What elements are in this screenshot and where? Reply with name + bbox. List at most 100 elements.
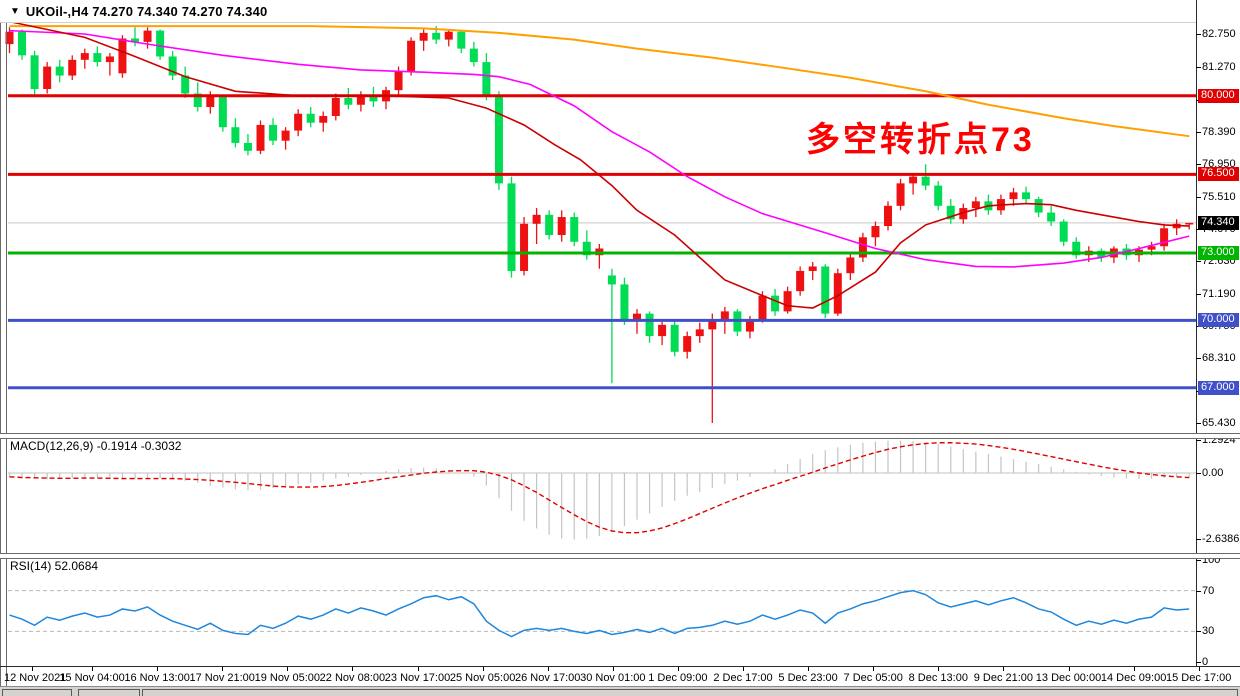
time-axis-tick	[808, 667, 810, 671]
rsi-panel-layer	[8, 589, 1196, 638]
rsi-axis-tick	[1196, 590, 1201, 592]
price-axis-line	[1196, 0, 1197, 667]
candle-body	[218, 96, 227, 128]
candle-body	[846, 257, 855, 274]
candle-body	[658, 324, 667, 337]
time-axis-tick	[417, 667, 419, 671]
time-axis-tick	[873, 667, 875, 671]
rsi-axis-label: 0	[1202, 656, 1209, 668]
macd-axis-tick	[1196, 473, 1201, 474]
time-axis-tick	[1198, 667, 1200, 671]
candle-body	[168, 56, 177, 76]
symbol-dropdown-icon[interactable]: ▼	[10, 5, 20, 17]
candle-body	[771, 295, 780, 312]
macd-axis-label: 0.00	[1202, 467, 1224, 479]
main-macd-separator[interactable]	[0, 433, 1240, 439]
candle-body	[306, 113, 315, 123]
candle-body	[1160, 228, 1169, 247]
price-axis-label: 82.750	[1202, 28, 1236, 40]
rsi-indicator-label: RSI(14) 52.0684	[10, 559, 99, 573]
time-axis-label: 12 Nov 2021	[4, 672, 67, 684]
rsi-axis-tick	[1196, 631, 1201, 633]
chart-titlebar: ▼ UKOil-,H4 74.270 74.340 74.270 74.340	[0, 0, 1196, 23]
time-axis-label: 17 Nov 21:00	[189, 672, 255, 684]
rsi-axis-label: 30	[1202, 625, 1215, 638]
price-axis-tick	[1196, 164, 1201, 166]
time-axis-label: 14 Dec 09:00	[1100, 672, 1167, 684]
candle-body	[181, 75, 190, 94]
window-left-edge	[0, 0, 1, 686]
time-axis-label: 22 Nov 08:00	[319, 672, 386, 684]
time-axis-label: 16 Nov 13:00	[124, 672, 190, 684]
time-axis-tick	[352, 667, 354, 671]
candle-body	[369, 94, 378, 102]
time-axis-label: 15 Nov 04:00	[59, 672, 125, 684]
time-axis-tick	[287, 667, 289, 671]
chinese-annotation-text[interactable]: 多空转折点73	[806, 121, 1035, 159]
macd-rsi-separator[interactable]	[0, 553, 1240, 559]
macd-axis-tick	[1196, 440, 1201, 442]
price-axis-label: 71.190	[1202, 287, 1236, 300]
price-axis-label: 78.390	[1202, 125, 1236, 138]
price-axis-label: 76.950	[1202, 158, 1236, 171]
time-axis-label: 25 Nov 05:00	[449, 672, 516, 684]
candle-body	[1009, 192, 1018, 200]
candle-body	[758, 295, 767, 321]
time-axis-tick	[743, 667, 744, 671]
bottom-tab-2[interactable]	[78, 689, 140, 696]
time-axis-label: 2 Dec 17:00	[713, 672, 773, 684]
time-axis-tick	[222, 667, 224, 671]
time-axis-label: 7 Dec 05:00	[843, 672, 903, 684]
price-axis-label: 68.310	[1202, 352, 1236, 365]
candle-body	[1147, 246, 1156, 250]
candle-body	[821, 266, 830, 314]
candle-body	[281, 130, 290, 141]
moving-averages-layer	[9, 20, 1190, 309]
candle-body	[206, 96, 215, 107]
price-axis-tick	[1196, 261, 1201, 263]
candle-body	[971, 201, 980, 209]
rsi-axis-tick	[1196, 662, 1201, 663]
candle-body	[193, 93, 202, 107]
time-axis-tick	[1003, 667, 1005, 671]
candle-body	[331, 98, 340, 116]
candle-body	[319, 115, 328, 123]
candle-body	[520, 223, 529, 271]
candle-body	[68, 59, 77, 76]
candle-body	[43, 66, 52, 90]
time-axis-label: 1 Dec 09:00	[648, 672, 708, 684]
time-axis-tick	[612, 667, 614, 671]
candle-body	[808, 266, 817, 271]
bottom-tab-1[interactable]	[2, 689, 72, 696]
candle-body	[30, 55, 39, 90]
candle-body	[720, 311, 729, 321]
candle-body	[344, 98, 353, 105]
time-axis-label: 15 Dec 17:00	[1165, 672, 1232, 684]
candle-body	[645, 313, 654, 337]
bottom-scroll-area[interactable]	[142, 689, 1238, 696]
candle-body	[871, 226, 880, 238]
time-axis-label: 19 Nov 05:00	[254, 672, 321, 684]
price-axis-tick	[1196, 423, 1201, 424]
candle-body	[1059, 221, 1068, 242]
time-axis-tick	[32, 667, 33, 671]
price-axis-badge: 73.000	[1198, 245, 1239, 260]
price-axis-badge: 76.500	[1198, 167, 1239, 182]
candle-body	[482, 62, 491, 96]
candle-body	[269, 124, 278, 141]
macd-axis-tick	[1196, 539, 1201, 541]
candle-body	[5, 31, 14, 45]
time-axis-line	[0, 666, 1240, 667]
candle-body	[607, 275, 616, 285]
time-axis-label: 9 Dec 21:00	[973, 672, 1034, 684]
candle-body	[959, 208, 968, 220]
candle-body	[620, 284, 629, 321]
candle-body	[131, 38, 139, 42]
time-axis-tick	[92, 667, 93, 671]
price-axis-label: 65.430	[1202, 417, 1236, 429]
candle-body	[557, 217, 566, 236]
macd-indicator-label: MACD(12,26,9) -0.1914 -0.3032	[10, 439, 182, 453]
macd-panel-layer	[8, 440, 1196, 540]
price-axis-tick	[1196, 358, 1201, 360]
